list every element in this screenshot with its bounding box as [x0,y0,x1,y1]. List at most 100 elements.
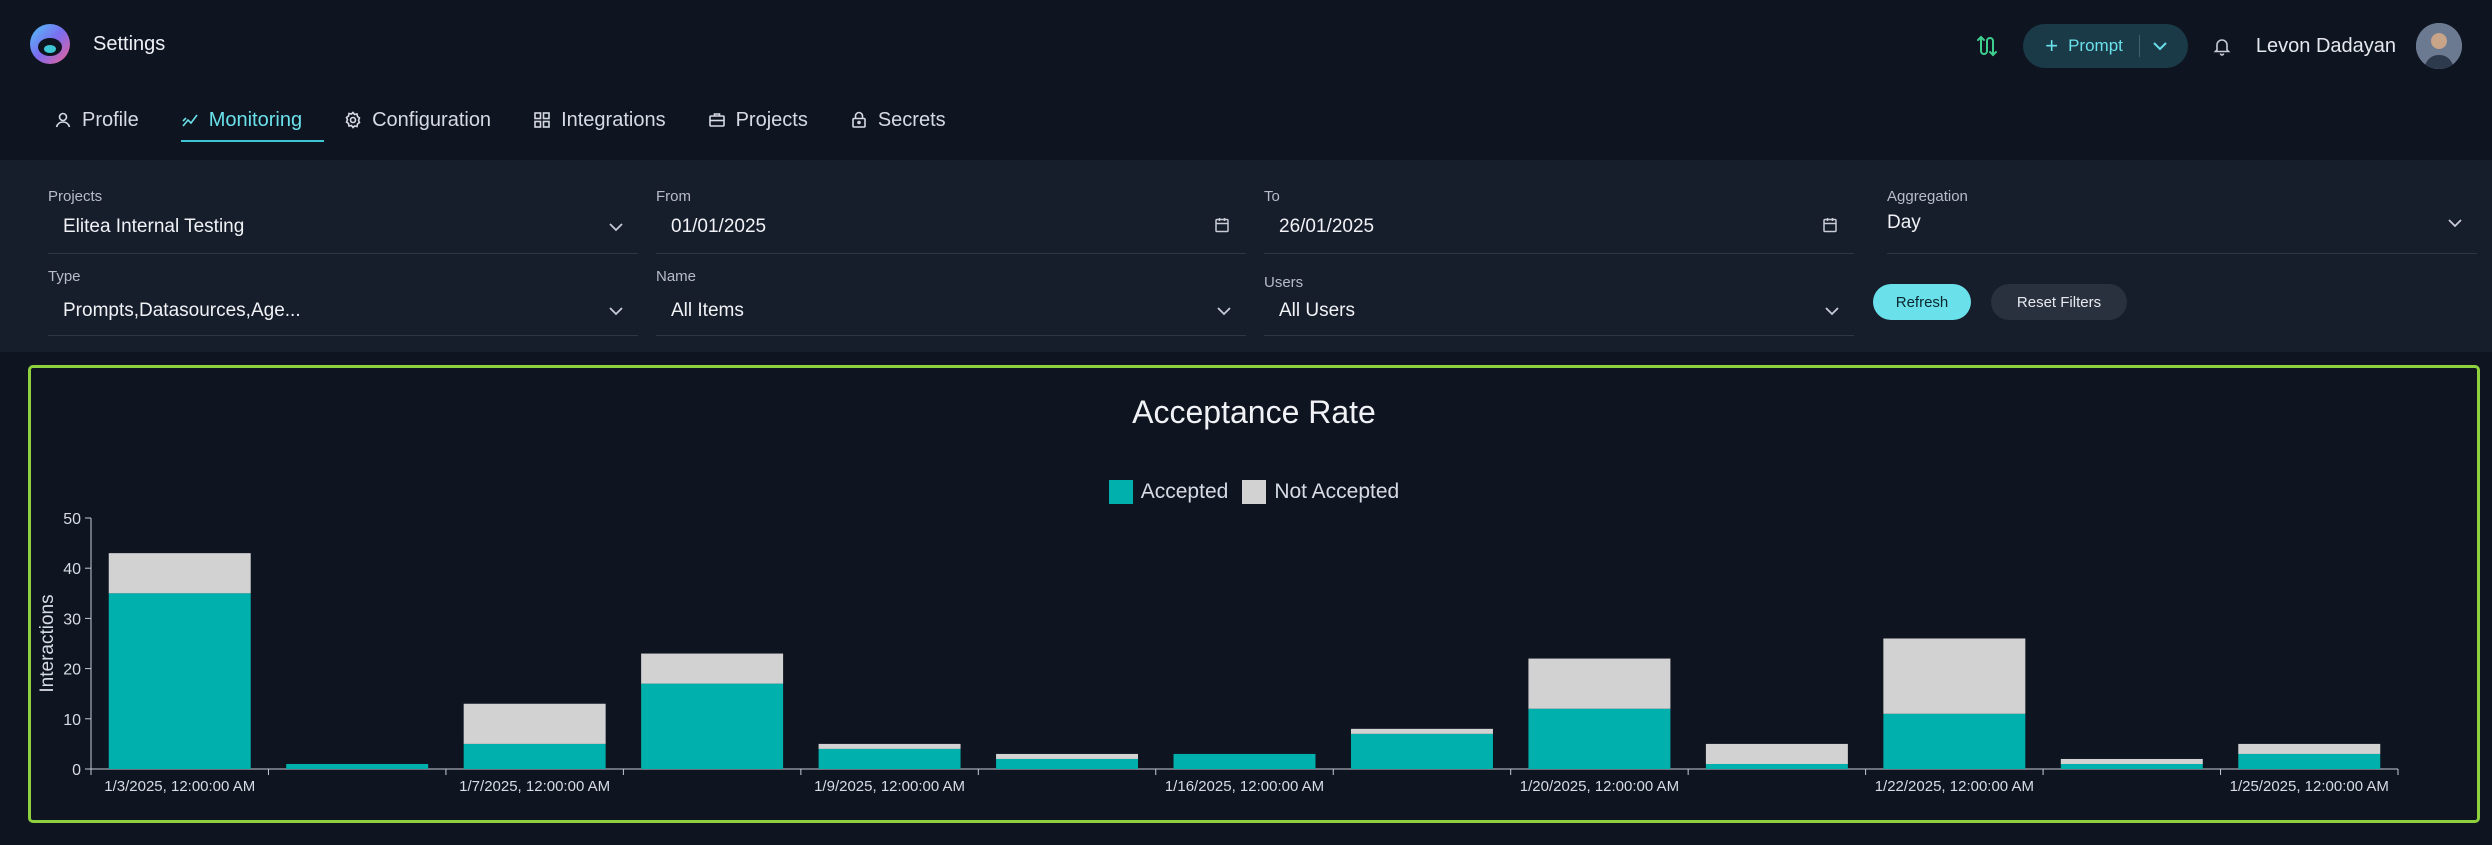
y-axis-label: Interactions [37,594,58,692]
name-label: Name [656,268,697,285]
button-divider [2138,35,2140,57]
top-bar: Settings + Prompt Levon Dadayan Profile [0,0,2492,160]
filter-panel: Projects Elitea Internal Testing From 01… [0,160,2492,352]
legend-swatch-not-accepted [1242,480,1267,504]
bar-accepted [2238,753,2381,769]
from-date-field[interactable]: From 01/01/2025 [656,188,1246,254]
chart-title: Acceptance Rate [1132,394,1376,430]
type-label: Type [48,268,81,285]
user-icon [55,112,71,128]
bar-not-accepted [1883,638,2026,714]
chart-line-icon [182,114,198,127]
bar-accepted [1350,733,1493,769]
aggregation-select[interactable]: Aggregation Day [1887,188,2477,254]
legend-label-accepted: Accepted [1140,480,1229,503]
bar-not-accepted [1350,728,1493,734]
app-logo[interactable] [27,23,73,69]
bar-not-accepted [2238,743,2381,754]
gear-icon [345,111,361,129]
aggregation-value: Day [1887,212,1921,233]
grid-icon [534,112,550,128]
tab-profile[interactable]: Profile [40,100,153,140]
refresh-button[interactable]: Refresh [1873,284,1971,320]
users-select[interactable]: Users All Users [1264,274,1854,336]
acceptance-rate-chart: 0 10 20 30 40 50 Interactions 1/3/2025, 12:00:0… [37,511,2399,795]
x-tick-label: 1/20/2025, 12:00:00 AM [1520,778,1679,795]
plus-icon: + [2045,33,2059,58]
name-select[interactable]: Name All Items [656,268,1246,336]
legend-swatch-accepted [1108,480,1133,504]
projects-select[interactable]: Projects Elitea Internal Testing [48,188,638,254]
tab-projects[interactable]: Projects [694,100,822,140]
x-tick-label: 1/3/2025, 12:00:00 AM [104,778,255,795]
bar-accepted [996,758,1139,769]
tab-label: Projects [735,108,808,131]
chevron-down-icon[interactable] [2152,41,2168,51]
x-tick-label: 1/25/2025, 12:00:00 AM [2230,778,2389,795]
x-tick-label: 1/22/2025, 12:00:00 AM [1875,778,2034,795]
bar-accepted [463,743,606,769]
calendar-icon[interactable] [1822,216,1838,234]
bar-accepted [108,593,251,769]
y-tick-label: 30 [63,611,81,628]
bar-accepted [1883,713,2026,769]
bar-accepted [1173,753,1316,769]
bar-not-accepted [641,653,784,684]
chevron-down-icon [609,223,623,232]
bell-icon[interactable] [2212,36,2232,56]
from-value: 01/01/2025 [671,216,767,237]
user-name[interactable]: Levon Dadayan [2255,34,2396,57]
tab-label: Profile [82,108,139,131]
users-value: All Users [1279,300,1356,321]
chevron-down-icon [1217,307,1231,316]
create-prompt-button[interactable]: + Prompt [2023,24,2188,68]
y-tick-label: 50 [63,511,81,528]
aggregation-label: Aggregation [1887,188,1968,205]
avatar[interactable] [2416,23,2462,69]
y-tick-label: 20 [63,662,81,679]
bar-accepted [818,748,961,769]
sync-icon[interactable] [1973,33,1999,59]
lock-icon [852,111,866,128]
bar-not-accepted [2060,758,2203,764]
tab-label: Integrations [561,108,666,131]
name-value: All Items [671,300,744,321]
tab-monitoring[interactable]: Monitoring [167,100,325,142]
bar-not-accepted [1705,743,1848,764]
bar-accepted [641,683,784,769]
prompt-button-label: Prompt [2068,36,2123,55]
calendar-icon[interactable] [1214,216,1230,234]
from-label: From [656,188,691,205]
page-title: Settings [93,33,166,55]
to-value: 26/01/2025 [1279,216,1375,237]
legend-item-not-accepted[interactable]: Not Accepted [1242,480,1399,504]
bar-not-accepted [108,553,251,594]
chevron-down-icon [2448,219,2462,228]
chevron-down-icon [1825,307,1839,316]
legend-label-not-accepted: Not Accepted [1274,480,1400,503]
type-select[interactable]: Type Prompts,Datasources,Age... [48,268,638,336]
tab-secrets[interactable]: Secrets [836,100,960,140]
settings-tabs: Profile Monitoring Configuration Integra… [40,100,974,142]
y-tick-label: 40 [63,561,81,578]
acceptance-rate-chart-panel: Acceptance Rate Accepted Not Accepted 0 1… [28,365,2480,823]
tab-label: Monitoring [208,108,303,131]
reset-filters-button[interactable]: Reset Filters [1991,284,2127,320]
bar-not-accepted [1528,658,1671,709]
legend-item-accepted[interactable]: Accepted [1108,480,1229,504]
x-tick-label: 1/7/2025, 12:00:00 AM [459,778,610,795]
tab-integrations[interactable]: Integrations [519,100,680,140]
tab-label: Configuration [372,108,492,131]
tab-configuration[interactable]: Configuration [330,100,505,140]
type-value: Prompts,Datasources,Age... [63,300,301,321]
to-label: To [1264,188,1280,205]
header-actions: + Prompt Levon Dadayan [1973,22,2462,70]
chevron-down-icon [609,307,623,316]
to-date-field[interactable]: To 26/01/2025 [1264,188,1854,254]
users-label: Users [1264,274,1304,291]
bar-accepted [2060,763,2203,769]
tab-label: Secrets [877,108,946,131]
bar-accepted [1528,708,1671,769]
projects-label: Projects [48,188,103,205]
x-tick-label: 1/16/2025, 12:00:00 AM [1165,778,1324,795]
